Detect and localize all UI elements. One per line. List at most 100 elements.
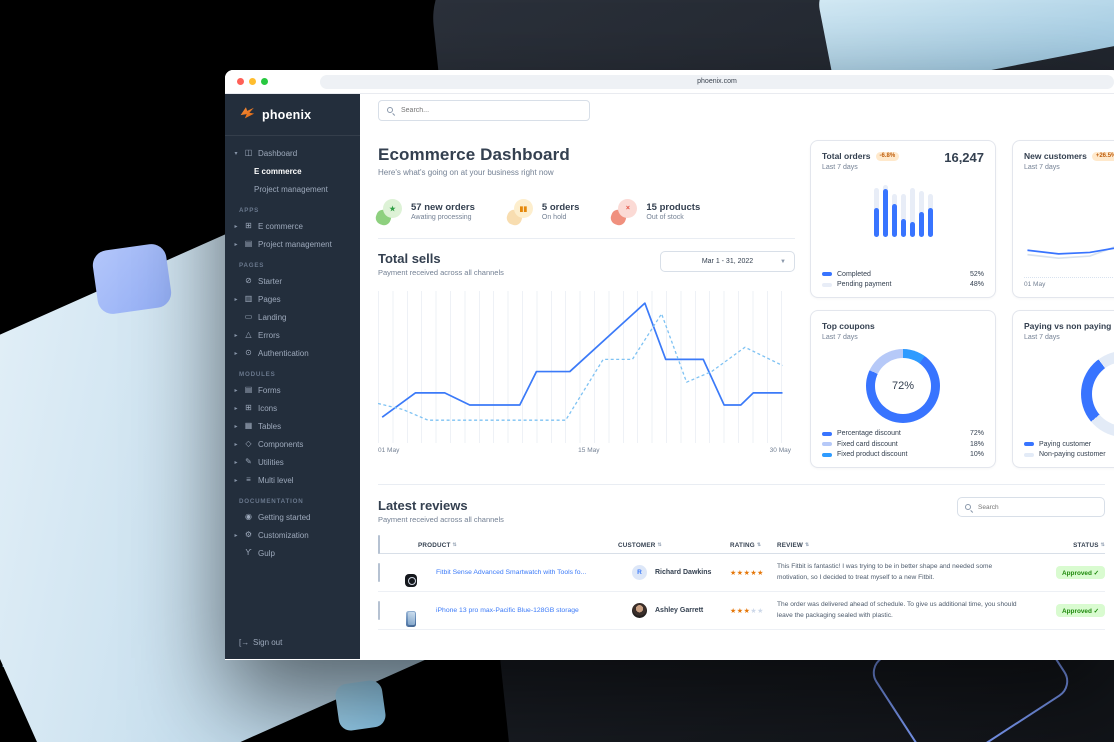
reviews-search[interactable] <box>957 497 1105 517</box>
top-search[interactable] <box>378 100 590 121</box>
page-title: Ecommerce Dashboard <box>378 145 570 164</box>
sidebar-item-project-management[interactable]: ▸ ▤ Project management <box>225 235 360 253</box>
x-icon: × <box>609 199 638 228</box>
sign-out-icon: [→ <box>239 637 250 647</box>
top-search-input[interactable] <box>401 107 589 114</box>
star-icon: ★ <box>383 199 402 218</box>
minimize-button[interactable] <box>249 78 256 85</box>
caret-right-icon: ▸ <box>234 532 238 539</box>
compass-icon: ◉ <box>245 512 252 521</box>
cart-icon: ⊞ <box>245 221 252 230</box>
date-range-select[interactable]: Mar 1 - 31, 2022 ▼ <box>660 251 795 272</box>
date-range-value: Mar 1 - 31, 2022 <box>701 258 754 265</box>
nav-item-label: Gulp <box>258 548 275 558</box>
sidebar-item-landing[interactable]: ▭ Landing <box>225 308 360 326</box>
stats-row: ★ 57 new orders Awating processing ▮▮ 5 orde… <box>373 199 795 228</box>
card-period: Last 7 days <box>822 164 858 171</box>
sidebar-item-customization[interactable]: ▸ ⚙ Customization <box>225 526 360 544</box>
sidebar-item-authentication[interactable]: ▸ ⊙ Authentication <box>225 344 360 362</box>
maximize-button[interactable] <box>261 78 268 85</box>
change-badge: -6.8% <box>875 151 900 161</box>
product-link[interactable]: Fitbit Sense Advanced Smartwatch with To… <box>436 568 587 576</box>
caret-right-icon: ▸ <box>234 405 238 412</box>
sort-icon: ⇅ <box>657 542 662 548</box>
nav-item-label: Forms <box>258 385 281 395</box>
landing-icon: ▭ <box>244 312 253 321</box>
sidebar-item-tables[interactable]: ▸ ▦ Tables <box>225 417 360 435</box>
sidebar-item-icons[interactable]: ▸ ⊞ Icons <box>225 399 360 417</box>
sidebar-item-forms[interactable]: ▸ ▤ Forms <box>225 381 360 399</box>
pause-icon: ▮▮ <box>513 199 533 218</box>
components-icon: ◇ <box>245 439 252 448</box>
star-icon: ★ <box>750 569 758 577</box>
sidebar-item-gulp[interactable]: ϒ Gulp <box>225 544 360 562</box>
coupons-legend: Percentage discount 72% Fixed card discoun… <box>822 427 984 458</box>
nav-item-label: Utilities <box>258 457 284 467</box>
card-period: Last 7 days <box>1024 334 1060 341</box>
star-icon: ★ <box>736 607 744 615</box>
orders-bar-chart <box>822 185 984 237</box>
customer-cell: Ashley Garrett <box>618 603 730 618</box>
column-header-customer[interactable]: CUSTOMER ⇅ <box>618 542 730 549</box>
column-header-product[interactable]: PRODUCT ⇅ <box>402 542 618 549</box>
sidebar-item-e-commerce[interactable]: ▸ ⊞ E commerce <box>225 217 360 235</box>
reviews-subtitle: Payment received across all channels <box>378 515 504 524</box>
background-sky-square <box>333 678 388 733</box>
sidebar-item-multi-level[interactable]: ▸ ≡ Multi level <box>225 471 360 489</box>
star-icon: ★ <box>736 569 744 577</box>
nav-item-label: Getting started <box>258 512 311 522</box>
bar-track <box>918 191 924 237</box>
browser-titlebar: phoenix.com <box>225 70 1114 94</box>
paying-legend: Paying customer Non-paying customer <box>1024 437 1114 458</box>
bar-track <box>873 188 879 237</box>
column-header-label: RATING <box>730 541 755 549</box>
column-header-status[interactable]: STATUS ⇅ <box>1036 542 1105 549</box>
product-link[interactable]: iPhone 13 pro max-Pacific Blue-128GB sto… <box>436 606 579 614</box>
sidebar-item-pages[interactable]: ▸ ▥ Pages <box>225 290 360 308</box>
legend-swatch <box>822 282 832 287</box>
card-paying: Paying vs non paying Last 7 days Paying … <box>1012 310 1114 468</box>
stat-value: 57 new orders <box>411 201 475 213</box>
nav-section-label: PAGES <box>239 262 265 269</box>
reviews-search-input[interactable] <box>978 503 1104 511</box>
legend-value: 48% <box>969 281 984 288</box>
column-header-review[interactable]: REVIEW ⇅ <box>777 542 1036 549</box>
stat-description: Awating processing <box>411 213 472 221</box>
close-button[interactable] <box>237 78 244 85</box>
select-all-checkbox[interactable] <box>378 535 380 554</box>
column-header-label: CUSTOMER <box>618 541 656 549</box>
caret-right-icon: ▸ <box>234 477 238 484</box>
table-row: iPhone 13 pro max-Pacific Blue-128GB sto… <box>378 592 1105 630</box>
legend-value: 72% <box>969 430 984 437</box>
legend-item: Completed 52% <box>822 271 984 278</box>
sidebar-item-starter[interactable]: ⊘ Starter <box>225 272 360 290</box>
search-icon <box>387 107 393 113</box>
bar-track <box>891 194 897 237</box>
phoenix-logo-icon <box>239 104 256 126</box>
tables-icon: ▦ <box>244 421 253 430</box>
sidebar-item-utilities[interactable]: ▸ ✎ Utilities <box>225 453 360 471</box>
sidebar-item-project-management[interactable]: Project management <box>254 184 328 194</box>
row-checkbox[interactable] <box>378 562 380 582</box>
sidebar-item-errors[interactable]: ▸ △ Errors <box>225 326 360 344</box>
sidebar-item-e-commerce[interactable]: E commerce <box>254 166 302 176</box>
row-checkbox[interactable] <box>378 600 380 620</box>
sidebar-item-getting-started[interactable]: ◉ Getting started <box>225 508 360 526</box>
nav-item-label: Dashboard <box>258 148 298 158</box>
column-header-rating[interactable]: RATING ⇅ <box>730 542 777 549</box>
gear-icon: ⚙ <box>244 530 253 539</box>
sign-out-button[interactable]: [→ Sign out <box>239 638 282 647</box>
legend-label: Non-paying customer <box>1039 451 1106 458</box>
change-badge: +26.5% <box>1091 151 1114 161</box>
main-content: Ecommerce Dashboard Here's what's going … <box>360 94 1114 659</box>
sidebar-item-dashboard[interactable]: ▾ ◫ Dashboard <box>225 144 360 162</box>
bar-fill <box>900 219 906 237</box>
address-bar[interactable]: phoenix.com <box>320 74 1114 89</box>
legend-swatch <box>822 452 832 457</box>
nav-item-label: Landing <box>258 312 287 322</box>
bar-fill <box>891 203 897 237</box>
sidebar-item-components[interactable]: ▸ ◇ Components <box>225 435 360 453</box>
star-icon: ★ <box>730 607 737 615</box>
logo[interactable]: phoenix <box>225 94 360 136</box>
table-header-row: PRODUCT ⇅ CUSTOMER ⇅ RATING ⇅ REVIEW ⇅ STATUS ⇅ <box>378 535 1105 554</box>
